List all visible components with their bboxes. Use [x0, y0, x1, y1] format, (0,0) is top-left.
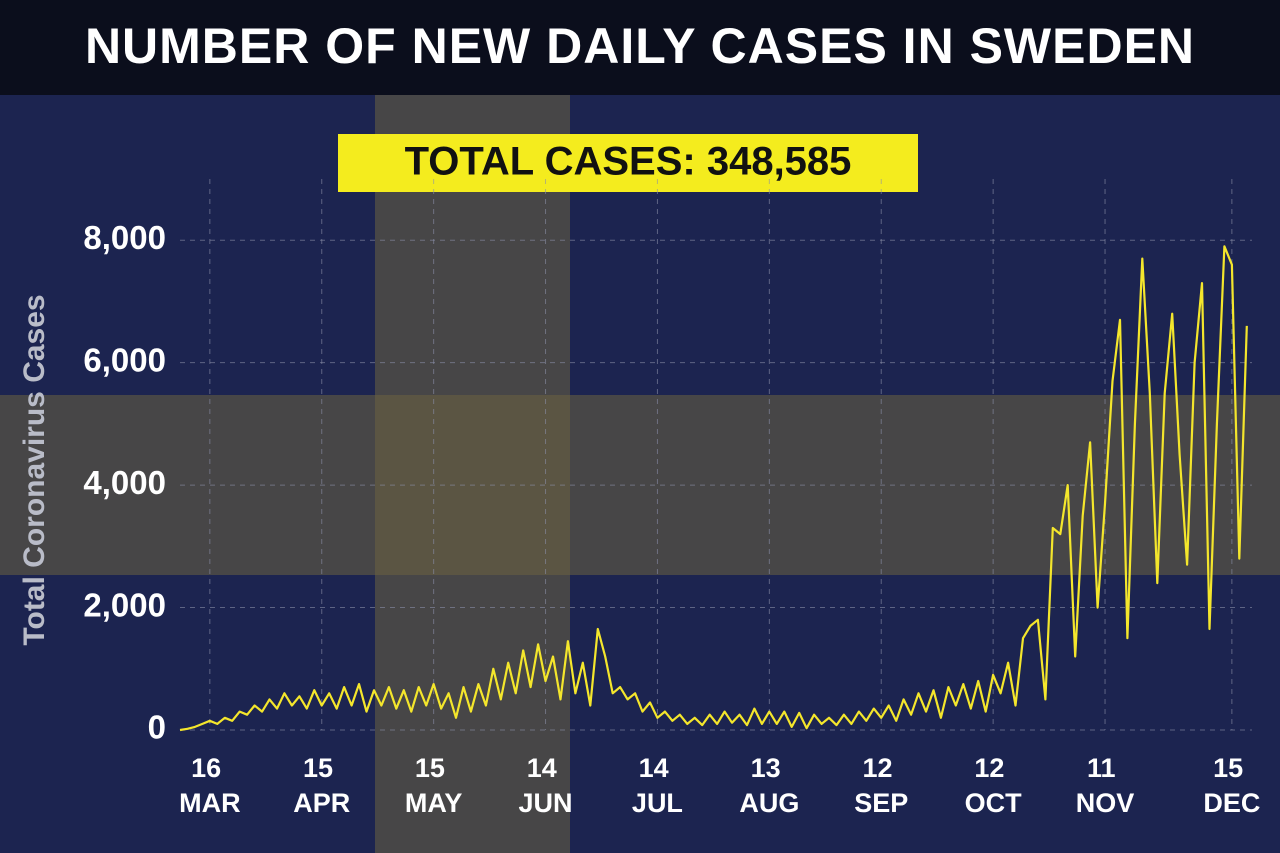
- y-tick-label: 2,000: [83, 586, 166, 623]
- y-tick-label: 8,000: [83, 219, 166, 256]
- x-tick-label-line: APR: [293, 788, 350, 818]
- x-tick-label: 12 OCT: [965, 753, 1023, 818]
- x-tick-label-line: 11: [1087, 753, 1123, 783]
- x-tick-label: 16 MAR: [179, 753, 241, 818]
- x-tick-label: 14 JUN: [519, 753, 573, 818]
- x-tick-label: 12 SEP: [854, 753, 908, 818]
- y-tick-label: 0: [148, 709, 166, 746]
- title-bar: [0, 0, 1280, 95]
- annotation-box: [338, 134, 918, 192]
- x-tick-label-line: JUL: [632, 788, 683, 818]
- x-tick-label: 11 NOV: [1076, 753, 1135, 818]
- annotation: TOTAL CASES: 348,585: [405, 140, 852, 184]
- x-tick-label-line: MAY: [405, 788, 463, 818]
- x-tick-label: 15 DEC: [1203, 753, 1260, 818]
- x-tick-label: 13 AUG: [739, 753, 799, 818]
- x-tick-label-line: 14: [639, 753, 677, 783]
- x-tick-label-line: 16: [191, 753, 229, 783]
- x-tick-label-line: OCT: [965, 788, 1023, 818]
- x-tick-label-line: 12: [974, 753, 1012, 783]
- x-tick-label-line: 12: [862, 753, 900, 783]
- x-tick-label: 14 JUL: [632, 753, 683, 818]
- x-tick-label-line: 13: [751, 753, 789, 783]
- x-tick-label-line: 15: [303, 753, 341, 783]
- x-tick-label-line: 15: [415, 753, 453, 783]
- y-tick-label: 6,000: [83, 341, 166, 378]
- x-tick-label-line: DEC: [1203, 788, 1260, 818]
- x-tick-label-line: SEP: [854, 788, 908, 818]
- chart-title: NUMBER OF NEW DAILY CASES IN SWEDEN: [85, 18, 1195, 74]
- x-tick-label: 15 APR: [293, 753, 350, 818]
- x-tick-label-line: NOV: [1076, 788, 1135, 818]
- y-tick-label: 4,000: [83, 464, 166, 501]
- y-axis-label: Total Coronavirus Cases: [18, 294, 51, 645]
- x-tick-label-line: 14: [527, 753, 565, 783]
- x-tick-label: 15 MAY: [405, 753, 463, 818]
- data-line: [179, 245, 1248, 732]
- x-tick-label-line: MAR: [179, 788, 241, 818]
- x-tick-label-line: AUG: [739, 788, 799, 818]
- x-tick-label-line: JUN: [519, 788, 573, 818]
- x-tick-label-line: 15: [1213, 753, 1251, 783]
